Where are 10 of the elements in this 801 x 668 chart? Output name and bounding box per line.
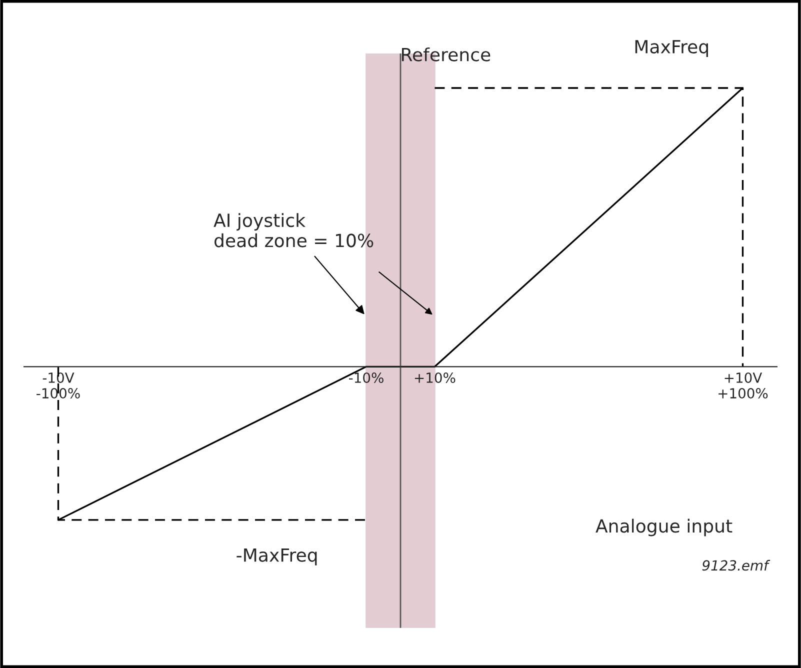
y-axis-title: Reference [402,47,490,62]
x-tick-label: +10V +100% [718,372,768,399]
x-axis-title: Analogue input [596,518,732,536]
text: 9123.emf [702,560,770,571]
annotation: MaxFreq [635,40,708,58]
x-tick-label: -10% [349,372,384,383]
x-tick-label: -10V -100% [36,372,80,399]
x-tick-label: +10% [414,372,456,383]
annotation: AI joystick dead zone = 10% [214,213,374,248]
annotation: -MaxFreq [236,548,317,566]
